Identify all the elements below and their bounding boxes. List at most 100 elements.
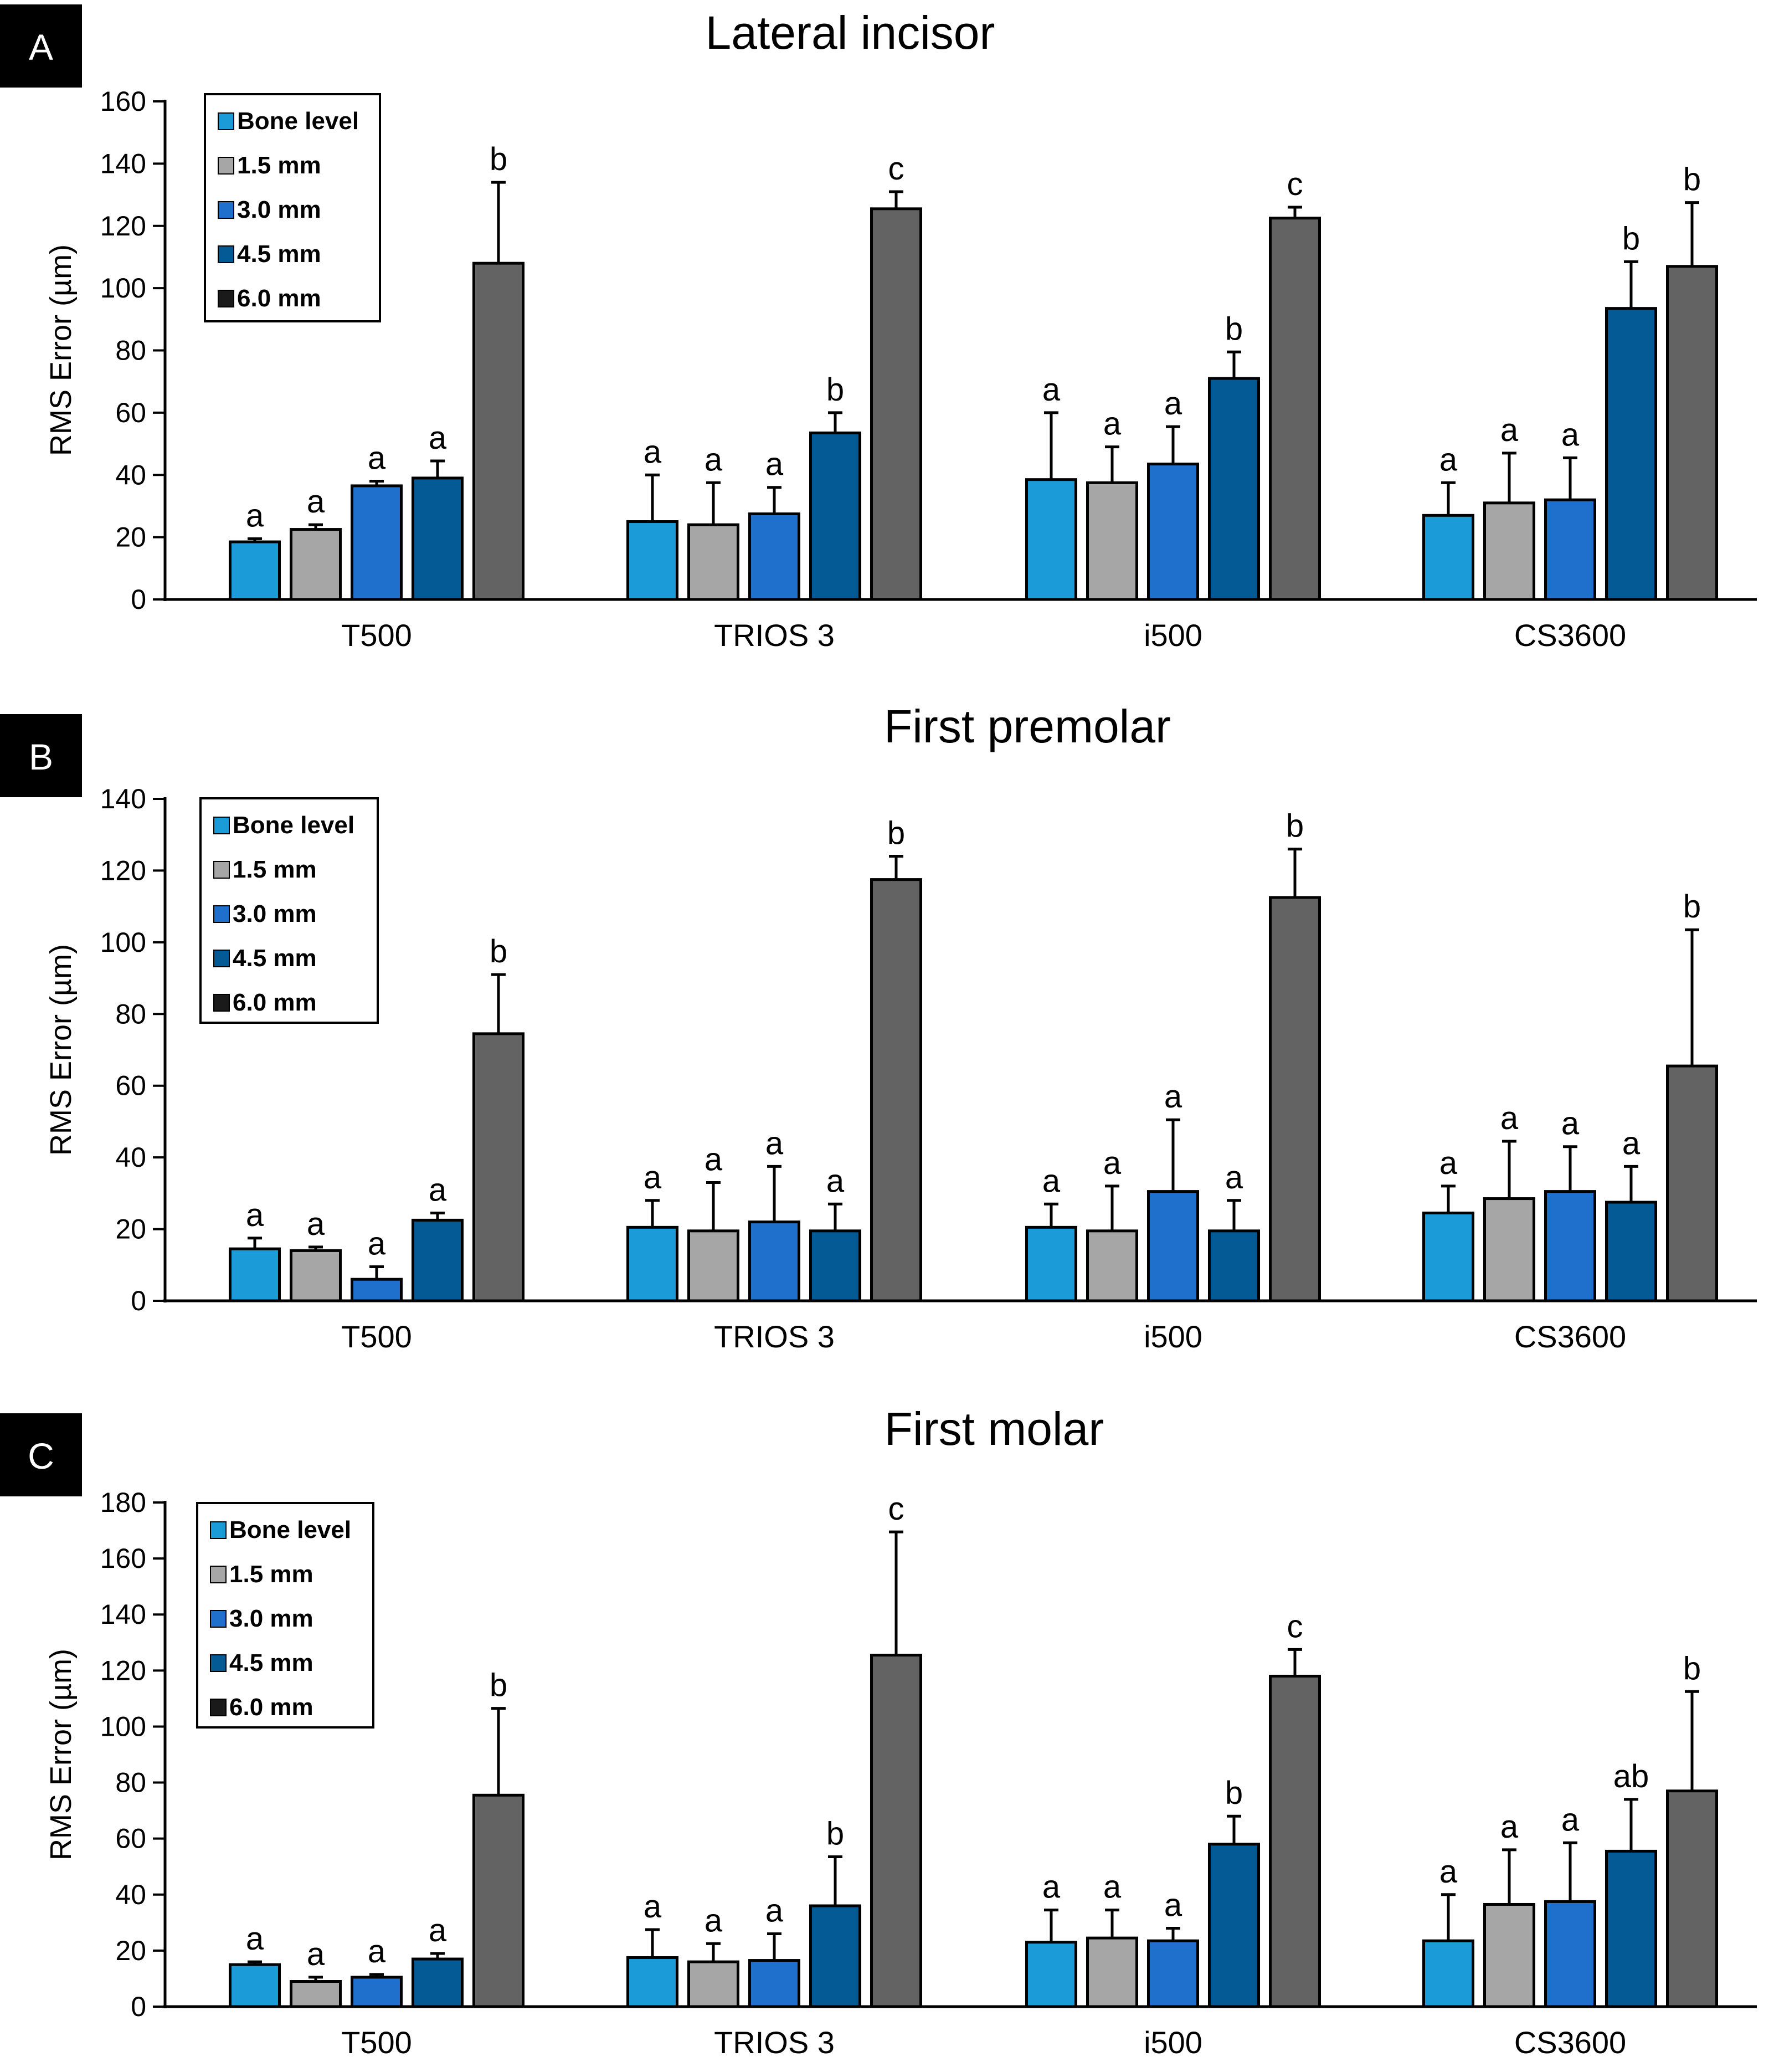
significance-letter: a bbox=[1561, 1106, 1580, 1142]
legend-item-bone-level: Bone level bbox=[229, 1516, 351, 1543]
chart-title: First premolar bbox=[884, 700, 1171, 752]
legend-item-3-0-mm: 3.0 mm bbox=[233, 900, 317, 927]
bar-4-5-mm-i500 bbox=[1208, 1843, 1260, 2008]
legend-swatch bbox=[210, 1521, 227, 1539]
significance-letter: a bbox=[1500, 1100, 1519, 1136]
chart-title: Lateral incisor bbox=[706, 7, 995, 59]
legend-item-3-0-mm: 3.0 mm bbox=[229, 1605, 313, 1632]
bar-6-0-mm-t500 bbox=[472, 1032, 525, 1302]
significance-letter: a bbox=[705, 1902, 723, 1938]
chart-title: First molar bbox=[885, 1403, 1104, 1455]
panel-label: C bbox=[28, 1435, 54, 1476]
bar-3-0-mm-t500 bbox=[351, 1278, 403, 1302]
significance-letter: c bbox=[1287, 1608, 1303, 1644]
bar-6-0-mm-i500 bbox=[1269, 896, 1321, 1302]
x-tick-label-trios-3: TRIOS 3 bbox=[714, 1319, 835, 1354]
bar-1-5-mm-t500 bbox=[290, 1980, 342, 2008]
y-tick-label: 60 bbox=[115, 1823, 146, 1854]
legend-swatch bbox=[213, 817, 230, 834]
bar-6-0-mm-i500 bbox=[1269, 217, 1321, 601]
y-tick-label: 20 bbox=[115, 1935, 146, 1966]
y-tick-label: 160 bbox=[100, 1543, 146, 1574]
significance-letter: a bbox=[368, 440, 386, 476]
panel-label-box bbox=[0, 714, 82, 797]
significance-letter: a bbox=[246, 1197, 264, 1233]
bar-bone-level-cs3600 bbox=[1422, 1211, 1474, 1302]
bar-3-0-mm-cs3600 bbox=[1544, 498, 1596, 601]
significance-letter: a bbox=[765, 1893, 784, 1929]
bar-6-0-mm-trios-3 bbox=[870, 207, 922, 601]
significance-letter: a bbox=[705, 442, 723, 478]
legend-item-6-0-mm: 6.0 mm bbox=[229, 1694, 313, 1721]
significance-letter: a bbox=[644, 1160, 662, 1196]
y-tick-label: 100 bbox=[100, 273, 146, 304]
legend-swatch bbox=[218, 201, 234, 219]
panel-a: A Lateral incisor RMS Error (µm) a a a a a a a a a a… bbox=[0, 4, 1757, 653]
legend-swatch bbox=[218, 290, 234, 307]
x-tick-label-cs3600: CS3600 bbox=[1514, 2025, 1626, 2060]
legend-swatch bbox=[210, 1566, 227, 1583]
bar-bone-level-t500 bbox=[229, 1963, 281, 2008]
y-tick-label: 60 bbox=[115, 397, 146, 428]
significance-letter: a bbox=[1164, 1887, 1182, 1923]
significance-letter: a bbox=[1225, 1160, 1243, 1196]
bar-1-5-mm-trios-3 bbox=[687, 523, 739, 601]
legend-swatch bbox=[218, 157, 234, 175]
significance-letter: a bbox=[1103, 1869, 1122, 1905]
legend: Bone level 1.5 mm 3.0 mm 4.5 mm 6.0 mm bbox=[204, 93, 381, 322]
bar-1-5-mm-cs3600 bbox=[1483, 501, 1535, 601]
bar-1-5-mm-trios-3 bbox=[687, 1229, 739, 1302]
significance-letter: a bbox=[1164, 386, 1182, 422]
legend-item-6-0-mm: 6.0 mm bbox=[237, 285, 321, 312]
bar-6-0-mm-t500 bbox=[472, 1793, 525, 2008]
significance-letter: a bbox=[1439, 1145, 1458, 1181]
bar-3-0-mm-i500 bbox=[1147, 1190, 1199, 1302]
legend-item-3-0-mm: 3.0 mm bbox=[237, 196, 321, 223]
legend-swatch bbox=[218, 112, 234, 130]
legend-item-4-5-mm: 4.5 mm bbox=[229, 1649, 313, 1676]
legend-swatch bbox=[210, 1654, 227, 1672]
bar-bone-level-t500 bbox=[229, 540, 281, 601]
significance-letter: b bbox=[1286, 808, 1304, 844]
significance-letter: ab bbox=[1613, 1758, 1649, 1794]
x-tick-label-trios-3: TRIOS 3 bbox=[714, 618, 835, 653]
bar-6-0-mm-i500 bbox=[1269, 1674, 1321, 2008]
significance-letter: b bbox=[490, 141, 507, 177]
significance-letter: a bbox=[1042, 1869, 1061, 1905]
significance-letter: a bbox=[429, 420, 447, 456]
y-tick-label: 40 bbox=[115, 1879, 146, 1910]
significance-letter: b bbox=[826, 372, 844, 408]
bar-bone-level-cs3600 bbox=[1422, 514, 1474, 601]
significance-letter: a bbox=[1439, 1854, 1458, 1890]
significance-letter: a bbox=[307, 1936, 325, 1972]
significance-letter: c bbox=[888, 1491, 904, 1527]
significance-letter: b bbox=[1683, 162, 1701, 198]
significance-letter: a bbox=[1439, 442, 1458, 478]
bar-4-5-mm-cs3600 bbox=[1605, 307, 1657, 601]
x-tick-label-cs3600: CS3600 bbox=[1514, 1319, 1626, 1354]
bar-4-5-mm-trios-3 bbox=[809, 431, 861, 601]
bar-6-0-mm-t500 bbox=[472, 261, 525, 601]
legend-item-1-5-mm: 1.5 mm bbox=[237, 152, 321, 179]
legend-item-1-5-mm: 1.5 mm bbox=[229, 1561, 313, 1588]
bar-4-5-mm-t500 bbox=[412, 1218, 464, 1302]
y-tick-label: 160 bbox=[100, 86, 146, 117]
legend-item-1-5-mm: 1.5 mm bbox=[233, 856, 317, 883]
bar-6-0-mm-cs3600 bbox=[1666, 1789, 1718, 2008]
significance-letter: a bbox=[826, 1163, 845, 1199]
significance-letter: a bbox=[1561, 417, 1580, 453]
y-axis-label: RMS Error (µm) bbox=[44, 1649, 78, 1860]
legend: Bone level 1.5 mm 3.0 mm 4.5 mm 6.0 mm bbox=[196, 1502, 374, 1729]
significance-letter: b bbox=[490, 1668, 507, 1704]
bar-4-5-mm-i500 bbox=[1208, 1229, 1260, 1302]
significance-letter: c bbox=[888, 151, 904, 187]
significance-letter: a bbox=[368, 1226, 386, 1262]
bar-1-5-mm-cs3600 bbox=[1483, 1197, 1535, 1302]
bar-3-0-mm-trios-3 bbox=[748, 512, 800, 601]
legend-item-bone-level: Bone level bbox=[237, 107, 359, 135]
y-tick-label: 0 bbox=[131, 1991, 146, 2022]
y-tick-label: 40 bbox=[115, 459, 146, 490]
y-tick-label: 0 bbox=[131, 584, 146, 615]
y-tick-label: 80 bbox=[115, 335, 146, 366]
